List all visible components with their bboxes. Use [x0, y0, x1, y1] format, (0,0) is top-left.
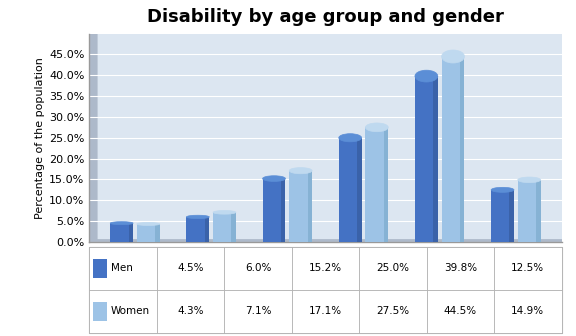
Bar	[157, 247, 224, 290]
Ellipse shape	[415, 70, 438, 82]
Ellipse shape	[263, 176, 286, 181]
Text: 12.5%: 12.5%	[511, 263, 544, 274]
Bar	[491, 190, 514, 242]
Bar	[93, 259, 108, 278]
Bar	[213, 212, 236, 242]
Text: 17.1%: 17.1%	[309, 306, 342, 316]
Bar	[427, 290, 494, 333]
Bar	[415, 76, 438, 242]
Bar	[289, 171, 312, 242]
Polygon shape	[89, 32, 97, 242]
Ellipse shape	[518, 177, 541, 183]
Text: Men: Men	[111, 263, 132, 274]
Text: 4.3%: 4.3%	[177, 306, 204, 316]
Bar	[427, 247, 494, 290]
Bar	[204, 217, 209, 242]
Ellipse shape	[365, 123, 388, 132]
Bar	[494, 290, 562, 333]
Bar	[433, 76, 438, 242]
Text: 14.9%: 14.9%	[511, 306, 544, 316]
Bar	[281, 179, 286, 242]
Polygon shape	[89, 240, 566, 242]
Bar	[460, 56, 464, 242]
Ellipse shape	[289, 168, 312, 174]
Text: 4.5%: 4.5%	[177, 263, 204, 274]
Text: 27.5%: 27.5%	[376, 306, 410, 316]
Ellipse shape	[137, 222, 160, 225]
Bar	[137, 224, 160, 242]
Text: 6.0%: 6.0%	[245, 263, 271, 274]
Bar	[263, 179, 286, 242]
Bar	[442, 56, 464, 242]
Bar	[291, 247, 359, 290]
Bar	[518, 180, 541, 242]
Text: 15.2%: 15.2%	[309, 263, 342, 274]
Ellipse shape	[213, 211, 236, 214]
Bar	[155, 224, 160, 242]
Bar	[359, 247, 427, 290]
Bar	[536, 180, 541, 242]
Bar	[339, 138, 362, 242]
Bar	[157, 290, 224, 333]
Bar	[128, 223, 133, 242]
Bar	[224, 247, 291, 290]
Bar	[365, 127, 388, 242]
Ellipse shape	[442, 50, 464, 63]
Text: 44.5%: 44.5%	[444, 306, 477, 316]
Bar	[110, 223, 133, 242]
Bar	[291, 290, 359, 333]
Text: Women: Women	[111, 306, 150, 316]
Bar	[187, 217, 209, 242]
Bar	[357, 138, 362, 242]
Bar	[224, 290, 291, 333]
Y-axis label: Percentage of the population: Percentage of the population	[35, 57, 45, 219]
Text: 25.0%: 25.0%	[376, 263, 410, 274]
Ellipse shape	[491, 187, 514, 192]
Bar	[232, 212, 236, 242]
Bar	[509, 190, 514, 242]
Bar	[89, 247, 157, 290]
Bar	[93, 302, 108, 321]
Title: Disability by age group and gender: Disability by age group and gender	[147, 8, 504, 27]
Text: 7.1%: 7.1%	[245, 306, 271, 316]
Ellipse shape	[187, 215, 209, 219]
Ellipse shape	[110, 222, 133, 225]
Bar	[494, 247, 562, 290]
Bar	[89, 290, 157, 333]
Bar	[359, 290, 427, 333]
Ellipse shape	[339, 134, 362, 142]
Text: 39.8%: 39.8%	[444, 263, 477, 274]
Bar	[308, 171, 312, 242]
Bar	[384, 127, 388, 242]
